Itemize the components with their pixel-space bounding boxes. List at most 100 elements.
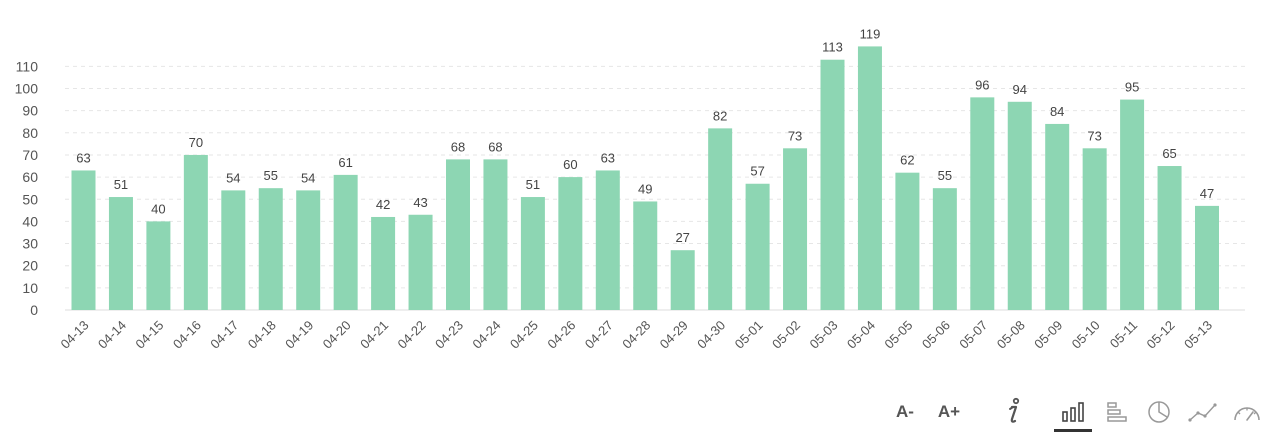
data-label: 54 — [301, 170, 315, 185]
bar — [520, 197, 545, 310]
bar — [970, 97, 995, 310]
gauge-icon — [1234, 407, 1260, 421]
bar — [183, 154, 208, 310]
x-tick-label: 04-22 — [395, 318, 429, 352]
x-tick-label: 05-12 — [1144, 318, 1178, 352]
bar — [708, 128, 733, 310]
x-tick-label: 05-01 — [732, 318, 766, 352]
bar — [146, 221, 171, 310]
horizontal-bar-chart-button[interactable] — [1102, 392, 1132, 432]
bar — [446, 159, 470, 310]
data-label: 68 — [451, 139, 465, 154]
vertical-bar-chart-icon — [1062, 402, 1084, 422]
y-tick-label: 50 — [22, 191, 38, 207]
x-tick-label: 05-04 — [844, 318, 878, 352]
bar — [595, 170, 620, 310]
bar — [1045, 123, 1070, 310]
bar — [558, 177, 583, 310]
bar — [857, 46, 882, 310]
pie-chart-button[interactable] — [1144, 392, 1174, 432]
data-label: 51 — [114, 177, 128, 192]
bars — [71, 46, 1219, 310]
font-increase-button[interactable]: A+ — [932, 392, 966, 432]
data-label: 84 — [1050, 104, 1064, 119]
line-chart-button[interactable] — [1186, 392, 1220, 432]
font-decrease-button[interactable]: A- — [888, 392, 922, 432]
bar — [745, 183, 770, 310]
bar — [670, 250, 695, 310]
bar — [258, 188, 283, 310]
data-label: 61 — [338, 155, 352, 170]
data-label: 73 — [1087, 128, 1101, 143]
bar — [1007, 101, 1032, 310]
bar — [108, 197, 133, 310]
data-label: 63 — [601, 150, 615, 165]
bar — [895, 172, 920, 310]
data-label: 94 — [1013, 82, 1027, 97]
x-tick-label: 04-30 — [694, 318, 728, 352]
y-tick-label: 90 — [22, 103, 38, 119]
font-decrease-label: A- — [896, 402, 914, 421]
x-tick-label: 04-15 — [132, 318, 166, 352]
data-label: 55 — [938, 168, 952, 183]
x-tick-label: 05-05 — [881, 318, 915, 352]
bar — [371, 216, 396, 310]
x-tick-label: 04-18 — [245, 318, 279, 352]
data-labels: 63 51 40 70 54 55 54 61 42 43 68 68 51 60 63 49 27 82 57 73… — [76, 26, 1214, 245]
y-tick-label: 100 — [15, 81, 39, 97]
y-tick-label: 80 — [22, 125, 38, 141]
data-label: 96 — [975, 77, 989, 92]
bar — [1195, 205, 1219, 310]
bar — [333, 174, 358, 310]
y-tick-label: 110 — [16, 58, 39, 74]
x-tick-label: 05-03 — [807, 318, 841, 352]
data-label: 62 — [900, 153, 914, 168]
x-tick-label: 05-06 — [919, 318, 953, 352]
bar — [296, 190, 321, 310]
bar — [71, 170, 96, 310]
y-tick-label: 40 — [22, 213, 38, 229]
bar — [221, 190, 246, 310]
x-tick-label: 04-27 — [582, 318, 616, 352]
gauge-button[interactable] — [1230, 392, 1264, 432]
bar — [1120, 99, 1145, 310]
info-button[interactable] — [998, 392, 1028, 432]
active-tab-indicator — [1054, 429, 1092, 432]
bar — [932, 188, 957, 310]
vertical-bar-chart-button[interactable] — [1054, 392, 1092, 432]
x-tick-label: 04-24 — [469, 318, 503, 352]
data-label: 70 — [189, 135, 203, 150]
data-label: 51 — [526, 177, 540, 192]
data-label: 119 — [860, 26, 881, 41]
y-axis-ticks: 0 10 20 30 40 50 60 70 80 90 100 110 — [15, 58, 39, 318]
x-tick-label: 05-07 — [956, 318, 990, 352]
data-label: 95 — [1125, 80, 1139, 95]
chart-toolbar: A- A+ — [880, 392, 1270, 436]
x-tick-label: 04-14 — [95, 318, 129, 352]
bar — [408, 214, 433, 310]
x-tick-label: 04-25 — [507, 318, 541, 352]
bar — [783, 148, 808, 310]
x-tick-label: 05-02 — [769, 318, 803, 352]
y-tick-label: 70 — [22, 147, 38, 163]
y-tick-label: 10 — [22, 280, 38, 296]
x-tick-label: 05-11 — [1107, 318, 1140, 351]
x-tick-label: 04-23 — [432, 318, 466, 352]
data-label: 47 — [1200, 186, 1214, 201]
y-tick-label: 30 — [22, 236, 38, 252]
bar — [1157, 166, 1182, 310]
font-increase-label: A+ — [937, 402, 961, 421]
x-tick-label: 04-21 — [357, 318, 391, 352]
x-tick-label: 05-13 — [1181, 318, 1215, 352]
x-tick-label: 04-29 — [657, 318, 691, 352]
x-tick-label: 05-09 — [1031, 318, 1065, 352]
x-tick-label: 04-16 — [170, 318, 204, 352]
data-label: 65 — [1162, 146, 1176, 161]
x-tick-label: 04-26 — [544, 318, 578, 352]
data-label: 60 — [563, 157, 577, 172]
x-tick-label: 05-08 — [994, 318, 1028, 352]
data-label: 49 — [638, 181, 652, 196]
x-tick-label: 04-19 — [282, 318, 316, 352]
data-label: 63 — [76, 150, 90, 165]
data-label: 43 — [413, 195, 427, 210]
